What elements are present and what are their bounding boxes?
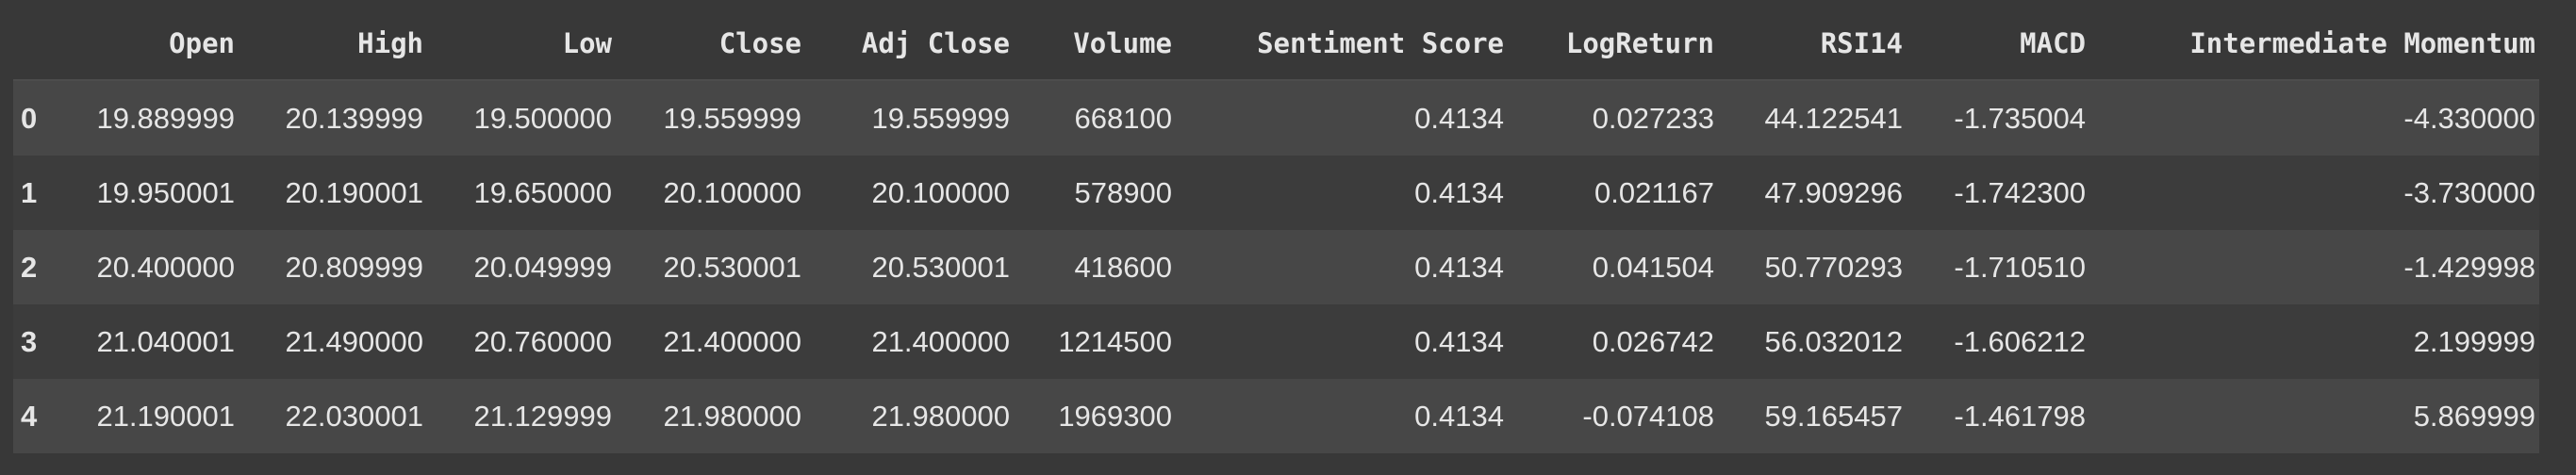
table-header: Open High Low Close Adj Close Volume Sentiment… bbox=[13, 8, 2539, 81]
table-cell: 56.032012 bbox=[1764, 324, 1903, 358]
table-row: 3 21.040001 21.490000 20.760000 21.400000 21.… bbox=[13, 304, 2539, 379]
column-header: High bbox=[239, 8, 427, 81]
index-header bbox=[13, 8, 58, 81]
column-header: Sentiment Score bbox=[1176, 8, 1508, 81]
table-cell: 20.100000 bbox=[871, 175, 1010, 209]
row-index: 4 bbox=[21, 399, 38, 433]
column-header: Adj Close bbox=[805, 8, 1014, 81]
table-cell: 1214500 bbox=[1058, 324, 1172, 358]
column-header: Volume bbox=[1014, 8, 1176, 81]
column-header: Intermediate Momentum bbox=[2089, 8, 2539, 81]
table-cell: 20.530001 bbox=[663, 250, 801, 284]
table-cell: 21.490000 bbox=[285, 324, 423, 358]
table-body: 0 19.889999 20.139999 19.500000 19.559999 19.… bbox=[13, 80, 2539, 453]
row-index: 0 bbox=[21, 101, 38, 135]
column-header: Open bbox=[58, 8, 239, 81]
table-cell: -1.606212 bbox=[1954, 324, 2086, 358]
table-cell: -1.735004 bbox=[1954, 101, 2086, 135]
table-cell: 50.770293 bbox=[1764, 250, 1903, 284]
column-header: LogReturn bbox=[1508, 8, 1718, 81]
table-cell: 0.4134 bbox=[1414, 101, 1504, 135]
table-cell: 20.190001 bbox=[285, 175, 423, 209]
header-row: Open High Low Close Adj Close Volume Sentiment… bbox=[13, 8, 2539, 81]
table-cell: 22.030001 bbox=[285, 399, 423, 433]
table-cell: 578900 bbox=[1074, 175, 1172, 209]
table-cell: 21.400000 bbox=[871, 324, 1010, 358]
table-cell: 19.500000 bbox=[473, 101, 612, 135]
row-index: 2 bbox=[21, 250, 38, 284]
table-cell: 0.4134 bbox=[1414, 250, 1504, 284]
table-cell: 20.530001 bbox=[871, 250, 1010, 284]
table-cell: 21.129999 bbox=[473, 399, 612, 433]
table-cell: 44.122541 bbox=[1764, 101, 1903, 135]
table-cell: 0.021167 bbox=[1594, 175, 1714, 209]
table-cell: 20.049999 bbox=[473, 250, 612, 284]
table-cell: 20.400000 bbox=[96, 250, 235, 284]
table-cell: 0.026742 bbox=[1592, 324, 1714, 358]
table-cell: 19.559999 bbox=[663, 101, 801, 135]
table-cell: 59.165457 bbox=[1764, 399, 1903, 433]
table-cell: 19.650000 bbox=[473, 175, 612, 209]
table-cell: 668100 bbox=[1074, 101, 1172, 135]
table-cell: 20.760000 bbox=[473, 324, 612, 358]
table-cell: 2.199999 bbox=[2413, 324, 2535, 358]
table-cell: 0.027233 bbox=[1592, 101, 1714, 135]
column-header: MACD bbox=[1907, 8, 2089, 81]
table-cell: -0.074108 bbox=[1582, 399, 1714, 433]
table-cell: -4.330000 bbox=[2403, 101, 2535, 135]
table-cell: 21.980000 bbox=[663, 399, 801, 433]
table-cell: 19.950001 bbox=[96, 175, 235, 209]
table-cell: 1969300 bbox=[1058, 399, 1172, 433]
table-cell: -1.461798 bbox=[1954, 399, 2086, 433]
column-header: RSI14 bbox=[1718, 8, 1907, 81]
table-cell: -1.710510 bbox=[1954, 250, 2086, 284]
table-cell: 19.559999 bbox=[871, 101, 1010, 135]
table-cell: 20.139999 bbox=[285, 101, 423, 135]
table-cell: -1.742300 bbox=[1954, 175, 2086, 209]
table-row: 1 19.950001 20.190001 19.650000 20.100000 20.… bbox=[13, 156, 2539, 230]
table-cell: 418600 bbox=[1074, 250, 1172, 284]
dataframe-output: Open High Low Close Adj Close Volume Sentiment… bbox=[13, 8, 2539, 453]
table-cell: 21.040001 bbox=[96, 324, 235, 358]
table-cell: 20.100000 bbox=[663, 175, 801, 209]
column-header: Close bbox=[616, 8, 805, 81]
table-cell: 0.4134 bbox=[1414, 175, 1504, 209]
dataframe-table: Open High Low Close Adj Close Volume Sentiment… bbox=[13, 8, 2539, 453]
table-cell: 21.980000 bbox=[871, 399, 1010, 433]
table-cell: -1.429998 bbox=[2403, 250, 2535, 284]
table-cell: 5.869999 bbox=[2413, 399, 2535, 433]
table-row: 0 19.889999 20.139999 19.500000 19.559999 19.… bbox=[13, 80, 2539, 156]
table-row: 2 20.400000 20.809999 20.049999 20.530001 20.… bbox=[13, 230, 2539, 304]
table-cell: 20.809999 bbox=[285, 250, 423, 284]
row-index: 1 bbox=[21, 175, 38, 209]
row-index: 3 bbox=[21, 324, 38, 358]
table-cell: 21.190001 bbox=[96, 399, 235, 433]
table-cell: 0.4134 bbox=[1414, 399, 1504, 433]
table-cell: 21.400000 bbox=[663, 324, 801, 358]
table-cell: -3.730000 bbox=[2403, 175, 2535, 209]
table-cell: 0.4134 bbox=[1414, 324, 1504, 358]
table-cell: 0.041504 bbox=[1592, 250, 1714, 284]
table-row: 4 21.190001 22.030001 21.129999 21.980000 21.… bbox=[13, 379, 2539, 453]
table-cell: 19.889999 bbox=[96, 101, 235, 135]
column-header: Low bbox=[427, 8, 616, 81]
table-cell: 47.909296 bbox=[1764, 175, 1903, 209]
